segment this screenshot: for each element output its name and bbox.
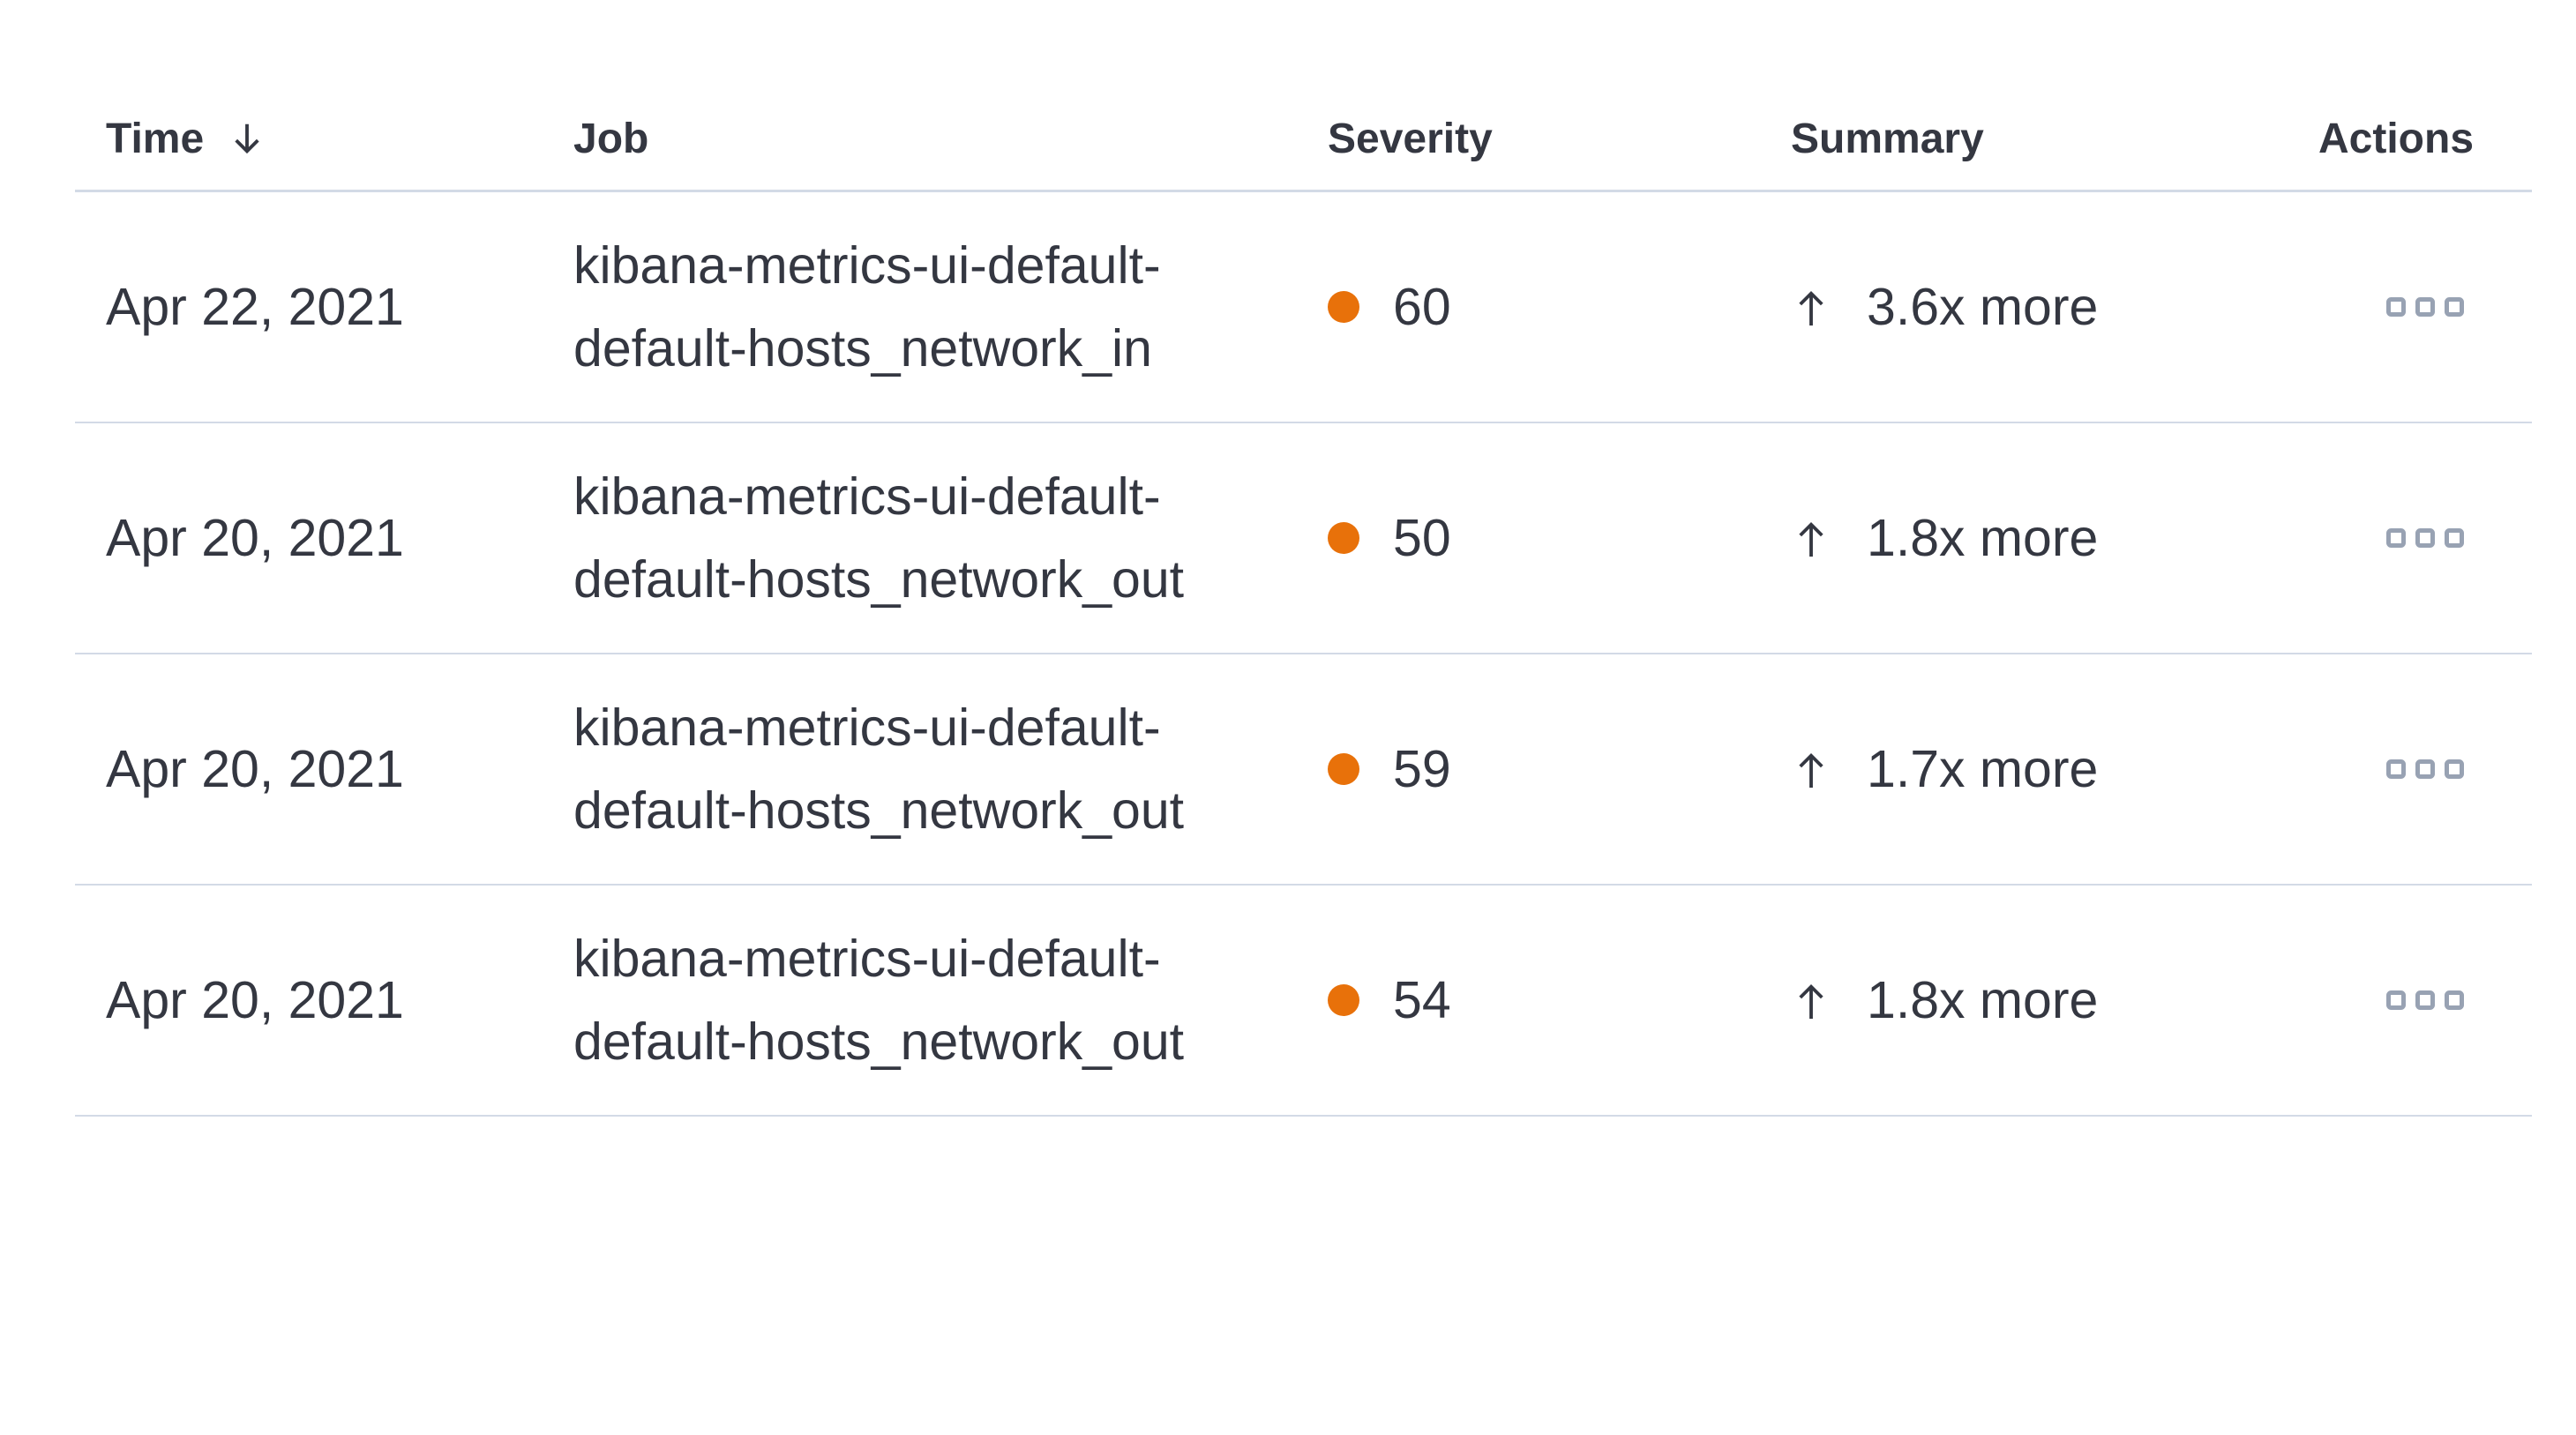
arrow-up-icon — [1791, 516, 1831, 560]
anomaly-severity: 54 — [1328, 970, 1791, 1030]
arrow-up-icon — [1791, 978, 1831, 1022]
row-actions-button[interactable] — [2378, 517, 2473, 559]
severity-dot-icon — [1328, 984, 1359, 1016]
severity-score: 54 — [1393, 971, 1451, 1029]
table-header-row: Time Job Severity Summary Actions — [75, 88, 2532, 192]
column-header-actions-label: Actions — [2318, 116, 2475, 162]
anomaly-summary: 1.7x more — [1791, 739, 2318, 799]
anomalies-table: Time Job Severity Summary Actions Apr 22… — [75, 88, 2532, 1117]
severity-dot-icon — [1328, 753, 1359, 785]
table-row: Apr 22, 2021 kibana-metrics-ui-default-d… — [75, 192, 2532, 423]
column-header-job: Job — [573, 115, 1328, 163]
severity-dot-icon — [1328, 522, 1359, 554]
anomaly-job-id: kibana-metrics-ui-default-default-hosts_… — [573, 236, 1161, 377]
severity-score: 50 — [1393, 509, 1451, 567]
severity-score: 60 — [1393, 278, 1451, 336]
boxes-horizontal-icon — [2386, 988, 2464, 1013]
anomaly-summary: 1.8x more — [1791, 508, 2318, 568]
column-header-severity: Severity — [1328, 115, 1791, 163]
anomaly-time: Apr 20, 2021 — [106, 740, 404, 798]
anomaly-time: Apr 20, 2021 — [106, 509, 404, 567]
severity-dot-icon — [1328, 291, 1359, 323]
table-row: Apr 20, 2021 kibana-metrics-ui-default-d… — [75, 423, 2532, 654]
summary-text: 1.7x more — [1867, 740, 2099, 798]
summary-text: 1.8x more — [1867, 509, 2099, 567]
table-row: Apr 20, 2021 kibana-metrics-ui-default-d… — [75, 886, 2532, 1117]
arrow-up-icon — [1791, 285, 1831, 329]
column-header-severity-label: Severity — [1328, 116, 1493, 162]
column-header-time-label: Time — [106, 116, 205, 162]
boxes-horizontal-icon — [2386, 757, 2464, 781]
column-header-summary: Summary — [1791, 115, 2318, 163]
summary-text: 1.8x more — [1867, 971, 2099, 1029]
anomaly-job-id: kibana-metrics-ui-default-default-hosts_… — [573, 930, 1185, 1071]
column-header-actions: Actions — [2318, 115, 2532, 163]
row-actions-button[interactable] — [2378, 979, 2473, 1021]
anomaly-time: Apr 20, 2021 — [106, 971, 404, 1029]
summary-text: 3.6x more — [1867, 278, 2099, 336]
anomaly-severity: 50 — [1328, 508, 1791, 568]
anomaly-summary: 3.6x more — [1791, 277, 2318, 337]
table-row: Apr 20, 2021 kibana-metrics-ui-default-d… — [75, 654, 2532, 886]
anomaly-severity: 59 — [1328, 739, 1791, 799]
anomaly-job-id: kibana-metrics-ui-default-default-hosts_… — [573, 699, 1185, 840]
severity-score: 59 — [1393, 740, 1451, 798]
row-actions-button[interactable] — [2378, 286, 2473, 328]
anomaly-time: Apr 22, 2021 — [106, 278, 404, 336]
anomaly-severity: 60 — [1328, 277, 1791, 337]
column-header-time[interactable]: Time — [75, 115, 573, 163]
sort-descending-icon — [227, 119, 267, 160]
column-header-job-label: Job — [573, 116, 649, 162]
anomaly-summary: 1.8x more — [1791, 970, 2318, 1030]
anomaly-job-id: kibana-metrics-ui-default-default-hosts_… — [573, 467, 1185, 609]
column-header-summary-label: Summary — [1791, 116, 1984, 162]
row-actions-button[interactable] — [2378, 748, 2473, 790]
arrow-up-icon — [1791, 747, 1831, 791]
boxes-horizontal-icon — [2386, 295, 2464, 319]
boxes-horizontal-icon — [2386, 526, 2464, 550]
